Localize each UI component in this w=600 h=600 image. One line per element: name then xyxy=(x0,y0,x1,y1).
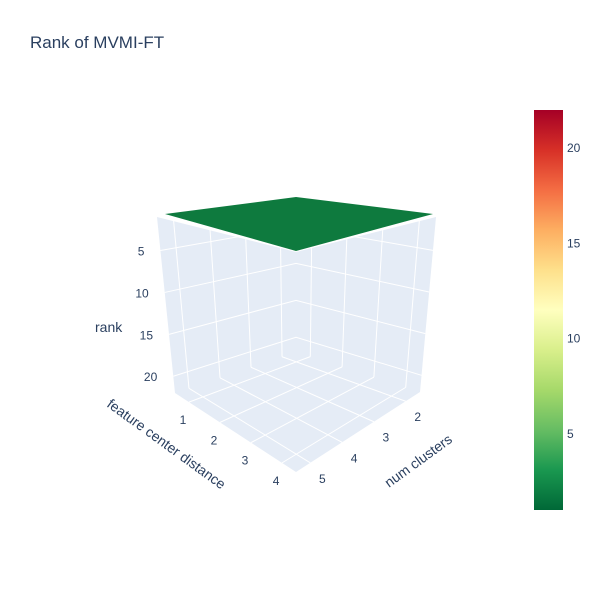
z-gridline xyxy=(168,299,426,335)
x-tick-label: 1 xyxy=(180,413,187,427)
y-gridline xyxy=(219,366,343,423)
x-gridline xyxy=(281,356,406,402)
colorbar-tick-label: 15 xyxy=(567,236,581,250)
x-gridline xyxy=(219,377,343,443)
axis-ticks: 5 10 15 20 1 2 3 4 2 3 4 5 xyxy=(135,245,421,488)
z-tick-label: 20 xyxy=(144,370,158,384)
x-gridline xyxy=(188,387,311,464)
z-axis-title: rank xyxy=(95,319,123,335)
z-tick-label: 15 xyxy=(140,328,154,342)
left-back-wall xyxy=(157,217,296,393)
y-tick-label: 2 xyxy=(414,410,421,424)
z-gridline xyxy=(173,336,422,377)
y-gridline-wall xyxy=(405,214,421,388)
x-gridline-wall xyxy=(208,209,221,378)
y-gridline-wall xyxy=(373,209,385,378)
x-tick-label: 4 xyxy=(273,474,280,488)
y-axis-title: num clusters xyxy=(381,431,455,491)
colorbar-ticks: 5 10 15 20 xyxy=(567,141,581,441)
x-gridline xyxy=(250,366,375,423)
y-tick-label: 4 xyxy=(351,451,358,465)
floor-pane xyxy=(175,352,420,472)
chart-title: Rank of MVMI-FT xyxy=(30,33,165,52)
z-gridline xyxy=(164,262,430,293)
y-gridline xyxy=(281,386,406,464)
y-gridline xyxy=(250,376,375,444)
colorbar xyxy=(534,110,563,510)
z-tick-label: 10 xyxy=(135,286,149,300)
y-tick-label: 3 xyxy=(383,431,390,445)
colorbar-tick-label: 10 xyxy=(567,332,581,346)
colorbar-tick-label: 20 xyxy=(567,141,581,155)
y-tick-label: 5 xyxy=(319,472,326,486)
x-tick-label: 2 xyxy=(211,433,218,447)
z-tick-label: 5 xyxy=(138,245,145,259)
surface-plane[interactable] xyxy=(165,197,433,251)
rank-surface xyxy=(165,197,433,251)
x-tick-label: 3 xyxy=(242,454,249,468)
colorbar-tick-label: 5 xyxy=(567,427,574,441)
x-gridline-wall xyxy=(172,214,190,389)
y-gridline xyxy=(188,356,311,403)
